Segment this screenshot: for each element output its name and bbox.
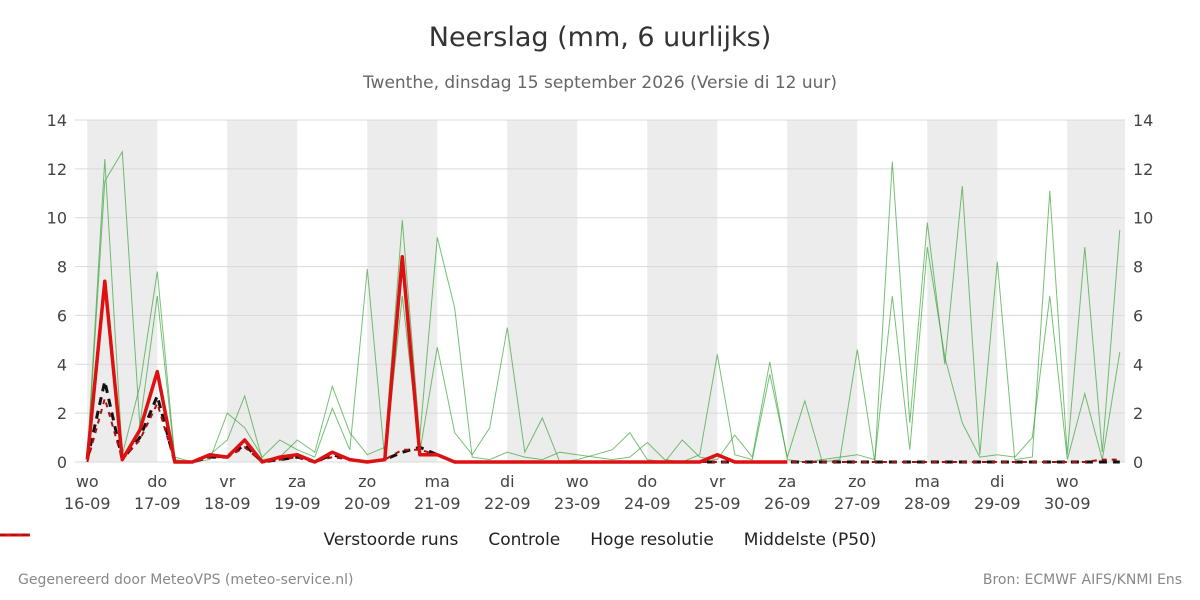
x-tick-day: wo [76, 472, 99, 491]
legend-item-ensemble: Verstoorde runs [0, 530, 459, 550]
weekend-shading-group [87, 120, 1125, 462]
y-tick-label-left: 8 [57, 258, 67, 277]
x-tick-day: di [500, 472, 515, 491]
x-tick-date: 16-09 [64, 494, 111, 513]
ensemble-member-line [86, 159, 1121, 463]
y-tick-label-right: 8 [1133, 258, 1143, 277]
x-tick-date: 27-09 [834, 494, 881, 513]
y-tick-label-right: 12 [1133, 160, 1153, 179]
shaded-day-band [1067, 120, 1125, 462]
x-tick-day: za [778, 472, 796, 491]
high-res-line [85, 255, 788, 464]
ensemble-lines-group [86, 150, 1121, 463]
y-tick-label-right: 14 [1133, 111, 1153, 130]
x-tick-date: 25-09 [694, 494, 741, 513]
right-y-ticks: 0 2 4 6 8 10 12 14 [1133, 111, 1153, 472]
x-tick-date: 19-09 [274, 494, 321, 513]
x-tick-day: zo [848, 472, 866, 491]
legend-label-ensemble: Verstoorde runs [323, 530, 459, 550]
x-tick-date: 26-09 [764, 494, 811, 513]
legend-label-control: Controle [488, 530, 561, 550]
y-tick-label-left: 2 [57, 404, 67, 423]
main-series-group [85, 255, 1120, 464]
y-tick-label-left: 14 [47, 111, 67, 130]
legend-label-high-res: Hoge resolutie [590, 530, 714, 550]
precipitation-chart: 0 2 4 6 8 10 12 14 0 2 4 6 8 10 12 14 wo 16-09 do 17-09 vr… [47, 111, 1154, 513]
x-tick-day: di [990, 472, 1005, 491]
x-tick-date: 28-09 [904, 494, 951, 513]
footer-source: Bron: ECMWF AIFS/KNMI Ens [982, 572, 1182, 588]
x-tick-day: wo [566, 472, 589, 491]
y-tick-label-right: 6 [1133, 306, 1143, 325]
legend-item-control: Controle [0, 530, 561, 550]
x-tick-day: do [147, 472, 167, 491]
x-tick-day: vr [219, 472, 235, 491]
x-tick-day: do [637, 472, 657, 491]
x-tick-date: 22-09 [484, 494, 531, 513]
x-tick-date: 18-09 [204, 494, 251, 513]
x-tick-date: 23-09 [554, 494, 601, 513]
y-tick-label-left: 4 [57, 355, 67, 374]
x-tick-day: wo [1056, 472, 1079, 491]
y-tick-label-left: 12 [47, 160, 67, 179]
shaded-day-band [367, 120, 438, 462]
legend: Verstoorde runs Controle Hoge resolutie … [0, 530, 1200, 550]
x-tick-day: ma [425, 472, 450, 491]
legend-item-p50: Middelste (P50) [0, 530, 877, 550]
y-tick-label-right: 4 [1133, 355, 1143, 374]
x-tick-date: 30-09 [1044, 494, 1091, 513]
x-tick-date: 29-09 [974, 494, 1021, 513]
footer-generator: Gegenereerd door MeteoVPS (meteo-service… [18, 572, 354, 588]
ensemble-member-line [86, 150, 1121, 463]
shaded-day-band [787, 120, 858, 462]
x-tick-day: zo [358, 472, 376, 491]
chart-title: Neerslag (mm, 6 uurlijks) [428, 22, 772, 53]
y-tick-label-left: 6 [57, 306, 67, 325]
shaded-day-band [647, 120, 718, 462]
y-tick-label-right: 10 [1133, 209, 1153, 228]
x-tick-date: 21-09 [414, 494, 461, 513]
x-tick-day: ma [915, 472, 940, 491]
shaded-day-band [507, 120, 578, 462]
legend-label-p50: Middelste (P50) [743, 530, 877, 550]
x-tick-date: 20-09 [344, 494, 391, 513]
chart-subtitle: Twenthe, dinsdag 15 september 2026 (Vers… [362, 73, 838, 93]
shaded-day-band [227, 120, 298, 462]
legend-item-high-res: Hoge resolutie [0, 530, 714, 550]
y-tick-label-right: 0 [1133, 453, 1143, 472]
x-tick-date: 17-09 [134, 494, 181, 513]
y-tick-label-left: 10 [47, 209, 67, 228]
x-ticks: wo 16-09 do 17-09 vr 18-09 za 19-09 zo 20-09 ma 21-… [64, 472, 1091, 513]
legend-swatch-p50 [0, 534, 30, 536]
x-tick-date: 24-09 [624, 494, 671, 513]
y-tick-label-right: 2 [1133, 404, 1143, 423]
left-y-ticks: 0 2 4 6 8 10 12 14 [47, 111, 67, 472]
shaded-day-band [927, 120, 998, 462]
x-tick-day: za [288, 472, 306, 491]
x-tick-day: vr [709, 472, 725, 491]
y-tick-label-left: 0 [57, 453, 67, 472]
